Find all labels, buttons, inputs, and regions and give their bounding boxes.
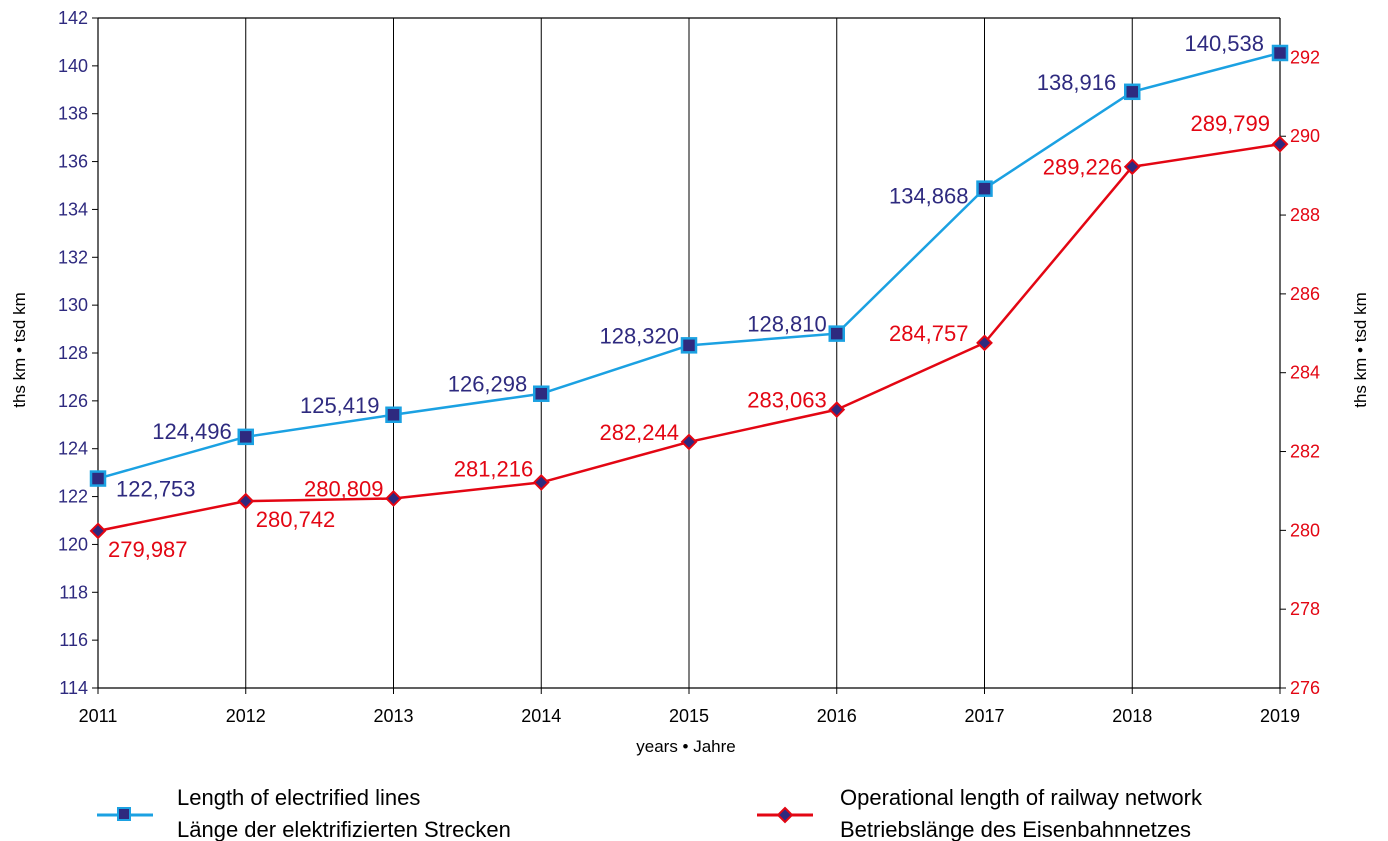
diamond-marker	[680, 433, 698, 451]
y-left-tick-label: 118	[59, 582, 88, 602]
y-left-tick-label: 140	[58, 56, 88, 76]
y-left-tick-label: 130	[58, 295, 88, 315]
legend-label-electrified: Length of electrified lines	[177, 785, 420, 810]
data-label: 282,244	[599, 420, 679, 445]
data-label: 122,753	[116, 477, 196, 502]
square-marker	[1124, 83, 1141, 101]
y-right-tick-label: 282	[1290, 442, 1320, 462]
x-tick-label: 2018	[1112, 706, 1152, 726]
legend-item-operational: Operational length of railway network Be…	[757, 785, 1203, 841]
square-marker	[976, 180, 993, 197]
legend-label-electrified-de: Länge der elektrifizierten Strecken	[177, 817, 511, 841]
diamond-marker	[385, 490, 402, 507]
diamond-marker	[237, 492, 255, 510]
diamond-marker	[532, 474, 550, 491]
y-right-tick-label: 288	[1290, 205, 1320, 225]
y-right-tick-label: 292	[1290, 47, 1320, 67]
tick-labels: 114 116 118 120 122 124 126 128 130 132 134 136 138 1…	[58, 8, 1320, 726]
x-axis-title: years • Jahre	[636, 737, 736, 756]
y-left-tick-label: 114	[59, 678, 88, 698]
data-label: 134,868	[889, 184, 969, 209]
y-left-tick-label: 138	[58, 104, 88, 124]
y-right-tick-label: 280	[1290, 520, 1320, 540]
data-label: 280,742	[256, 507, 336, 532]
y-left-tick-label: 128	[58, 343, 88, 363]
x-tick-label: 2015	[669, 706, 709, 726]
legend-label-operational: Operational length of railway network	[840, 785, 1203, 810]
data-label: 128,320	[599, 323, 679, 348]
diamond-marker	[1123, 158, 1141, 176]
diamond-marker	[976, 334, 993, 352]
y-right-tick-label: 290	[1290, 126, 1320, 146]
x-tick-label: 2016	[817, 706, 857, 726]
y-left-tick-label: 120	[58, 534, 88, 554]
diamond-marker	[828, 401, 846, 419]
data-labels: 122,753 124,496 125,419 126,298 128,320 128,8…	[108, 31, 1270, 562]
x-tick-label: 2013	[373, 706, 413, 726]
square-marker	[1271, 44, 1289, 62]
y-right-tick-label: 284	[1290, 363, 1320, 383]
diamond-marker	[1271, 135, 1289, 153]
x-tick-label: 2014	[521, 706, 561, 726]
y-right-tick-label: 276	[1290, 678, 1320, 698]
vertical-grid	[245, 18, 1133, 688]
data-label: 125,419	[300, 393, 380, 418]
data-label: 138,916	[1037, 70, 1117, 95]
y-left-tick-label: 126	[58, 391, 88, 411]
x-tick-label: 2012	[226, 706, 266, 726]
x-tick-label: 2017	[964, 706, 1004, 726]
y-left-tick-label: 124	[58, 439, 88, 459]
data-label: 140,538	[1184, 31, 1264, 56]
y-left-tick-label: 134	[58, 199, 88, 219]
y-left-tick-label: 142	[58, 8, 88, 28]
square-marker	[828, 325, 845, 342]
data-label: 279,987	[108, 537, 188, 562]
legend-diamond-marker-icon	[776, 806, 794, 824]
y-left-tick-label: 116	[59, 630, 88, 650]
data-label: 280,809	[304, 476, 384, 501]
data-label: 281,216	[454, 456, 534, 481]
data-label: 283,063	[747, 388, 827, 413]
square-marker	[533, 385, 550, 402]
square-marker	[237, 428, 254, 446]
y-left-tick-label: 136	[58, 152, 88, 172]
data-label: 289,226	[1043, 155, 1123, 180]
data-label: 126,298	[448, 372, 528, 397]
axes	[92, 17, 1286, 694]
legend-square-marker-icon	[117, 807, 131, 821]
data-label: 128,810	[747, 312, 827, 337]
y-axis-left-title: ths km • tsd km	[10, 292, 29, 408]
y-right-tick-label: 286	[1290, 284, 1320, 304]
y-right-tick-label: 278	[1290, 599, 1320, 619]
diamond-marker	[89, 522, 107, 540]
square-marker	[385, 406, 402, 424]
square-marker	[89, 470, 107, 487]
square-marker	[680, 337, 698, 354]
y-left-tick-label: 122	[58, 487, 88, 507]
legend-item-electrified: Length of electrified lines Länge der el…	[97, 785, 511, 841]
data-label: 124,496	[152, 419, 232, 444]
data-label: 289,799	[1190, 111, 1270, 136]
y-left-tick-label: 132	[58, 247, 88, 267]
x-tick-label: 2011	[79, 706, 118, 726]
series-markers	[89, 44, 1289, 540]
data-label: 284,757	[889, 321, 969, 346]
y-axis-right-title: ths km • tsd km	[1351, 292, 1370, 408]
x-tick-label: 2019	[1260, 706, 1300, 726]
legend-label-operational-de: Betriebslänge des Eisenbahnnetzes	[840, 817, 1191, 841]
legend: Length of electrified lines Länge der el…	[97, 785, 1203, 841]
